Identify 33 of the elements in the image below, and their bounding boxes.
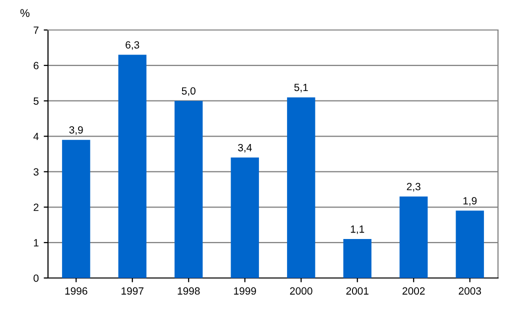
bar [118,54,146,278]
bar [230,158,259,278]
y-tick-label: 2 [34,204,38,211]
y-axis-title: % [20,9,30,17]
data-label: 3,4 [238,144,252,153]
y-tick-label: 6 [34,62,39,70]
data-label: 5,1 [294,84,308,92]
bar [343,239,372,278]
x-tick-label: 2002 [402,287,425,295]
x-tick-label: 2001 [346,287,368,295]
y-tick-label: 1 [34,239,38,246]
x-tick-label: 2003 [458,287,482,295]
data-label: 1,9 [463,197,477,206]
bar [400,196,428,278]
bar [174,100,203,278]
x-tick-label: 1997 [122,287,144,295]
y-tick-label: 5 [34,97,39,105]
y-tick-label: 0 [34,274,39,282]
y-tick-label: 4 [33,132,39,140]
data-label: 2,3 [406,182,420,192]
y-tick-label: 3 [34,168,39,176]
x-tick-label: 1996 [65,287,88,295]
x-tick-label: 2000 [290,287,312,295]
data-label: 6,3 [126,41,140,50]
bar [62,140,90,278]
bar [287,97,316,278]
data-label: 5,0 [182,87,196,96]
x-tick-label: 1999 [234,287,256,295]
data-label: 1,1 [350,226,364,234]
x-tick-label: 1998 [178,287,200,295]
data-label: 3,9 [69,126,83,135]
bar [456,210,484,278]
y-tick-label: 7 [34,26,38,34]
